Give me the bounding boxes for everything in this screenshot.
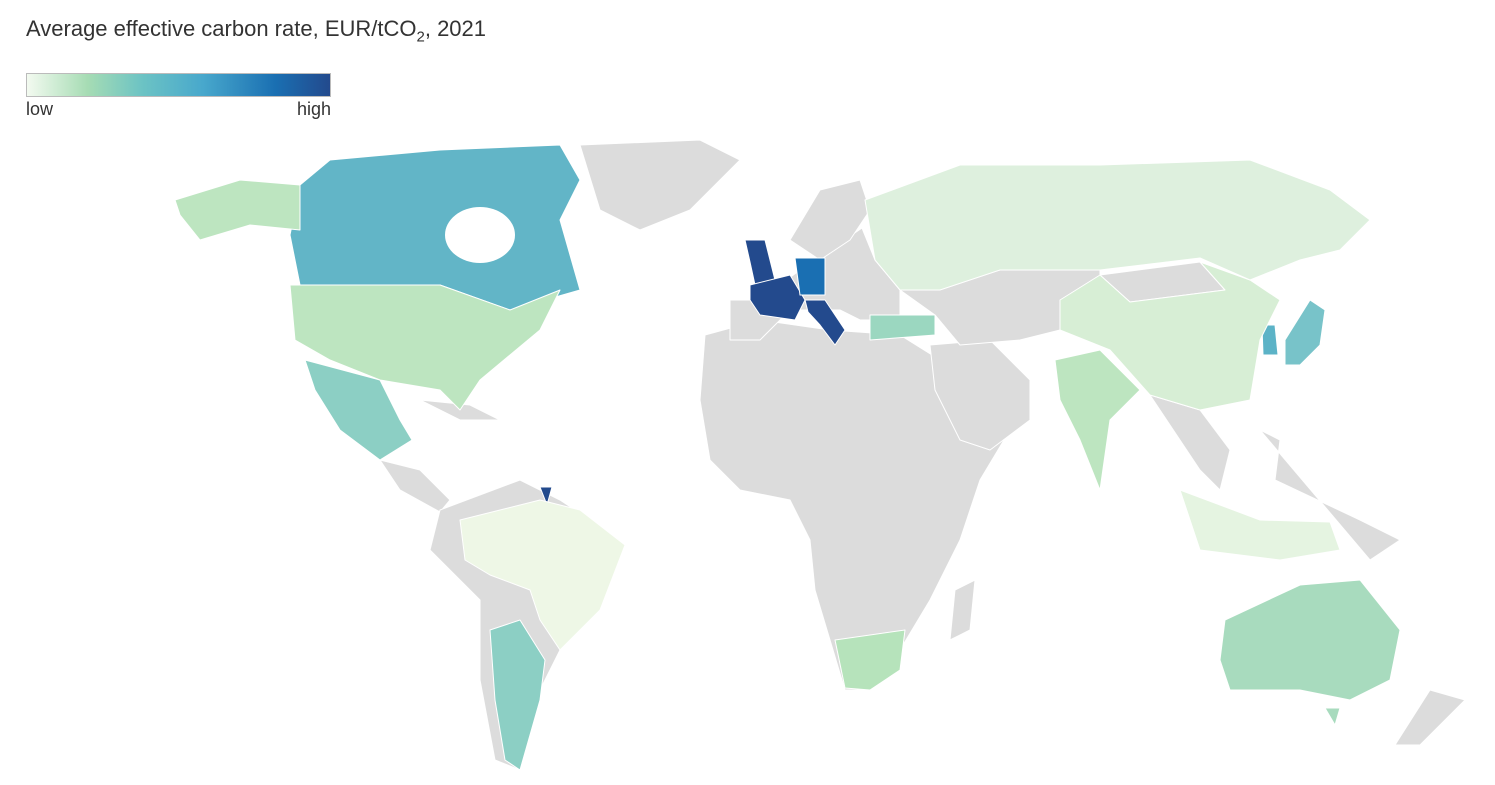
country-french-guiana[interactable]: [539, 486, 553, 506]
countries: [174, 144, 1401, 771]
color-legend: low high: [26, 73, 331, 120]
hudson-bay: [445, 207, 515, 263]
country-china[interactable]: [1059, 261, 1281, 411]
country-russia[interactable]: [864, 159, 1371, 291]
title-text: Average effective carbon rate, EUR/tCO: [26, 16, 417, 41]
country-argentina[interactable]: [489, 619, 546, 771]
country-australia[interactable]: [1219, 579, 1401, 701]
region-middle-east[interactable]: [929, 339, 1031, 451]
country-south-korea[interactable]: [1261, 324, 1279, 356]
country-indonesia[interactable]: [1179, 489, 1341, 561]
country-japan[interactable]: [1284, 299, 1326, 366]
legend-low-label: low: [26, 99, 54, 119]
title-year: , 2021: [424, 16, 487, 41]
region-se-asia[interactable]: [1149, 394, 1231, 491]
country-turkey[interactable]: [869, 314, 936, 341]
country-india[interactable]: [1054, 349, 1141, 491]
country-italy[interactable]: [804, 299, 846, 346]
country-germany[interactable]: [794, 257, 826, 296]
region-central-america[interactable]: [379, 459, 451, 513]
country-canada[interactable]: [289, 144, 581, 311]
country-mexico[interactable]: [304, 359, 413, 461]
country-united-states-alaska[interactable]: [174, 179, 301, 241]
legend-high-label: high: [296, 99, 331, 119]
region-new-zealand[interactable]: [1394, 689, 1466, 746]
legend-gradient: [26, 73, 331, 97]
region-greenland[interactable]: [579, 139, 741, 231]
country-france[interactable]: [749, 274, 806, 321]
country-united-kingdom[interactable]: [744, 239, 776, 286]
country-australia-tasmania[interactable]: [1324, 707, 1341, 726]
country-brazil[interactable]: [459, 499, 626, 651]
country-south-africa[interactable]: [834, 629, 906, 691]
region-philippines-png[interactable]: [1259, 429, 1401, 561]
region-madagascar[interactable]: [949, 579, 976, 641]
country-united-states[interactable]: [289, 284, 561, 411]
map-title: Average effective carbon rate, EUR/tCO2,…: [26, 16, 486, 45]
title-subscript: 2: [416, 28, 425, 46]
